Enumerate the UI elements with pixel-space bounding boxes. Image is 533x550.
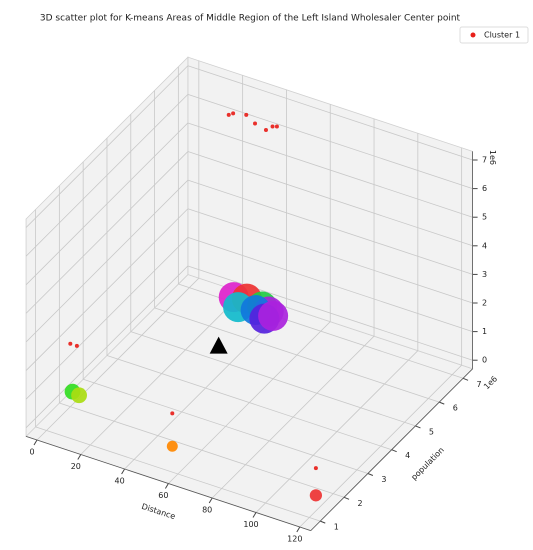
point xyxy=(274,124,279,129)
z-tick-label: 3 xyxy=(482,270,487,279)
x-tick-label: 60 xyxy=(158,491,168,500)
z-tick-label: 6 xyxy=(482,184,487,193)
grid-line xyxy=(187,65,473,161)
z-tick-label: 1 xyxy=(482,327,487,336)
axis-line xyxy=(25,435,311,532)
y-tick-label: 6 xyxy=(453,404,458,413)
grid-line xyxy=(187,93,473,189)
grid-line xyxy=(25,122,189,286)
tick-mark xyxy=(164,483,169,489)
z-tick-label: 4 xyxy=(482,241,487,250)
tick-mark xyxy=(33,439,38,446)
z-offset-label: 1e6 xyxy=(488,150,497,165)
point xyxy=(313,466,318,471)
y-tick-label: 7 xyxy=(477,380,482,389)
legend-marker xyxy=(470,32,476,38)
legend: Cluster 1 xyxy=(459,26,529,44)
grid-line xyxy=(130,331,416,427)
tick-mark xyxy=(252,512,257,518)
tick-mark xyxy=(121,468,126,475)
grid-line xyxy=(106,355,392,451)
tick-mark xyxy=(415,425,421,429)
grid-line xyxy=(35,426,321,522)
z-tick-label: 2 xyxy=(482,299,487,308)
grid-line xyxy=(25,237,189,400)
grid-line xyxy=(187,236,473,332)
point xyxy=(263,128,268,133)
grid-line xyxy=(83,378,368,474)
grid-line xyxy=(187,122,473,218)
z-tick-label: 0 xyxy=(482,356,487,365)
x-axis-label: Distance xyxy=(140,502,176,521)
point xyxy=(244,112,249,117)
grid-line xyxy=(25,94,189,257)
point xyxy=(258,300,289,331)
tick-mark xyxy=(462,377,469,381)
point xyxy=(226,112,231,117)
tick-mark xyxy=(391,449,397,453)
grid-line xyxy=(59,402,345,498)
x-tick-label: 0 xyxy=(29,448,34,457)
point xyxy=(166,440,178,452)
y-offset-label: 1e6 xyxy=(482,374,499,391)
y-tick-label: 4 xyxy=(405,451,410,460)
grid-line xyxy=(25,208,189,371)
x-tick-label: 120 xyxy=(287,535,302,544)
grid-line xyxy=(187,151,473,247)
tick-mark xyxy=(439,401,445,405)
tick-mark xyxy=(343,496,350,500)
y-tick-label: 5 xyxy=(429,427,434,436)
grid-line xyxy=(25,65,189,228)
grid-line xyxy=(25,151,189,314)
z-tick-label: 7 xyxy=(482,156,487,165)
y-tick-label: 2 xyxy=(358,499,363,508)
x-tick-label: 40 xyxy=(115,477,125,486)
tick-mark xyxy=(208,497,213,504)
point xyxy=(71,387,87,404)
y-tick-label: 3 xyxy=(381,475,386,484)
y-axis-label: population xyxy=(409,445,445,481)
legend-box xyxy=(459,26,529,44)
grid-line xyxy=(154,307,440,403)
point xyxy=(170,411,175,416)
y-tick-label: 1 xyxy=(334,523,339,532)
grid-line xyxy=(187,265,473,361)
point xyxy=(253,121,258,126)
axis-line xyxy=(310,368,473,531)
tick-mark xyxy=(77,454,82,460)
point xyxy=(74,343,79,348)
point xyxy=(309,489,323,502)
legend-label: Cluster 1 xyxy=(484,31,520,40)
chart-title: 3D scatter plot for K-means Areas of Mid… xyxy=(40,14,461,24)
x-tick-label: 20 xyxy=(71,462,81,471)
point xyxy=(270,124,275,129)
tick-mark xyxy=(320,520,326,524)
point xyxy=(231,111,236,116)
grid-line xyxy=(25,265,189,429)
centroid-marker xyxy=(209,336,228,354)
point xyxy=(68,341,73,346)
grid-line xyxy=(25,179,189,343)
x-tick-label: 100 xyxy=(243,520,258,529)
grid-line xyxy=(187,208,473,304)
grid-line xyxy=(187,179,473,275)
tick-mark xyxy=(367,473,374,476)
tick-mark xyxy=(296,526,301,533)
x-tick-label: 80 xyxy=(202,506,212,515)
z-tick-label: 5 xyxy=(482,213,487,222)
